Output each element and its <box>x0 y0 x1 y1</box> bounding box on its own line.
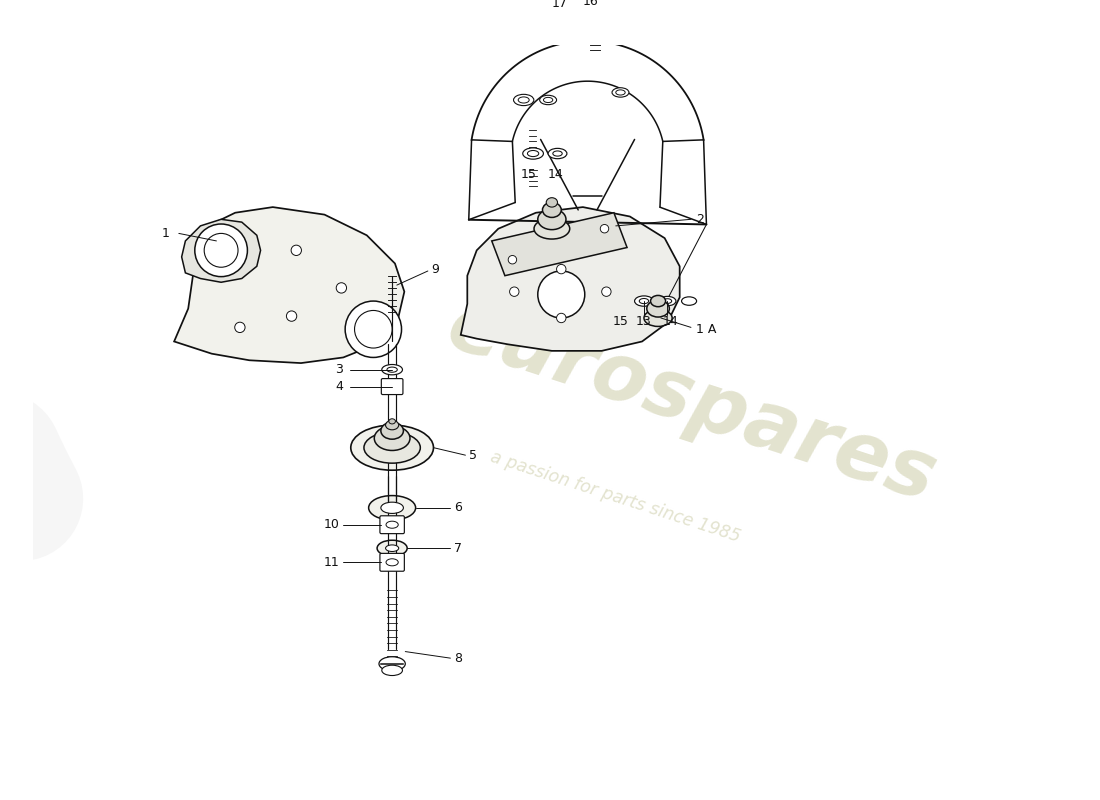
Ellipse shape <box>543 98 553 102</box>
FancyBboxPatch shape <box>379 516 405 534</box>
Text: 15: 15 <box>613 315 628 328</box>
Ellipse shape <box>548 148 566 158</box>
Polygon shape <box>182 219 261 282</box>
Text: 9: 9 <box>431 262 440 276</box>
Text: 4: 4 <box>336 380 343 393</box>
Ellipse shape <box>527 150 539 157</box>
Ellipse shape <box>522 148 543 159</box>
Ellipse shape <box>381 422 404 439</box>
Ellipse shape <box>538 209 566 230</box>
Ellipse shape <box>386 558 398 566</box>
Circle shape <box>601 225 608 233</box>
Circle shape <box>557 265 566 274</box>
Ellipse shape <box>388 418 395 424</box>
FancyBboxPatch shape <box>379 554 405 571</box>
Ellipse shape <box>588 26 602 33</box>
Text: eurospares: eurospares <box>437 287 945 518</box>
Ellipse shape <box>379 657 405 671</box>
Circle shape <box>602 287 612 296</box>
Ellipse shape <box>540 95 557 105</box>
Circle shape <box>292 245 301 255</box>
Ellipse shape <box>663 298 672 303</box>
Circle shape <box>205 234 238 267</box>
Ellipse shape <box>639 298 649 304</box>
Polygon shape <box>174 207 405 363</box>
Circle shape <box>558 29 566 38</box>
Circle shape <box>508 255 517 264</box>
Text: 15: 15 <box>520 168 537 181</box>
Ellipse shape <box>514 94 534 106</box>
Ellipse shape <box>386 521 398 528</box>
Text: 7: 7 <box>454 542 462 554</box>
Circle shape <box>354 310 392 348</box>
Text: 6: 6 <box>454 502 462 514</box>
Ellipse shape <box>381 502 404 514</box>
Ellipse shape <box>382 665 403 675</box>
Circle shape <box>509 287 519 296</box>
Circle shape <box>286 311 297 322</box>
Ellipse shape <box>553 151 562 156</box>
Ellipse shape <box>644 310 672 326</box>
Ellipse shape <box>659 296 675 306</box>
Text: 10: 10 <box>323 518 340 531</box>
Circle shape <box>557 314 566 322</box>
Ellipse shape <box>682 297 696 306</box>
Text: 11: 11 <box>323 556 340 569</box>
Polygon shape <box>461 207 680 351</box>
Ellipse shape <box>542 202 561 218</box>
Ellipse shape <box>374 426 410 450</box>
Circle shape <box>345 301 401 358</box>
Ellipse shape <box>647 300 669 317</box>
Ellipse shape <box>547 198 558 207</box>
Text: 1 A: 1 A <box>695 322 716 336</box>
Ellipse shape <box>368 495 416 520</box>
Ellipse shape <box>377 540 407 556</box>
Ellipse shape <box>587 20 603 28</box>
Circle shape <box>553 24 571 42</box>
Text: 2: 2 <box>695 213 704 226</box>
Text: 8: 8 <box>454 652 462 665</box>
Ellipse shape <box>534 218 570 239</box>
Text: 13: 13 <box>636 315 652 328</box>
Text: a passion for parts since 1985: a passion for parts since 1985 <box>488 447 744 546</box>
Text: 5: 5 <box>470 449 477 462</box>
Ellipse shape <box>351 425 433 470</box>
Ellipse shape <box>382 365 403 375</box>
Ellipse shape <box>364 432 420 463</box>
Ellipse shape <box>616 90 625 95</box>
Text: 14: 14 <box>548 168 563 181</box>
Polygon shape <box>492 213 627 276</box>
Ellipse shape <box>386 545 398 551</box>
Text: 3: 3 <box>336 363 343 376</box>
Circle shape <box>195 224 248 277</box>
Ellipse shape <box>650 295 666 306</box>
Text: 1: 1 <box>162 227 169 240</box>
Text: 17: 17 <box>551 0 568 10</box>
Ellipse shape <box>386 421 398 430</box>
Text: 16: 16 <box>583 0 598 8</box>
Ellipse shape <box>612 88 629 97</box>
FancyBboxPatch shape <box>382 378 403 394</box>
Ellipse shape <box>387 367 397 372</box>
Circle shape <box>538 271 585 318</box>
Text: 14: 14 <box>662 315 679 328</box>
Ellipse shape <box>518 97 529 103</box>
Circle shape <box>234 322 245 333</box>
Circle shape <box>337 282 346 293</box>
Ellipse shape <box>635 296 653 306</box>
